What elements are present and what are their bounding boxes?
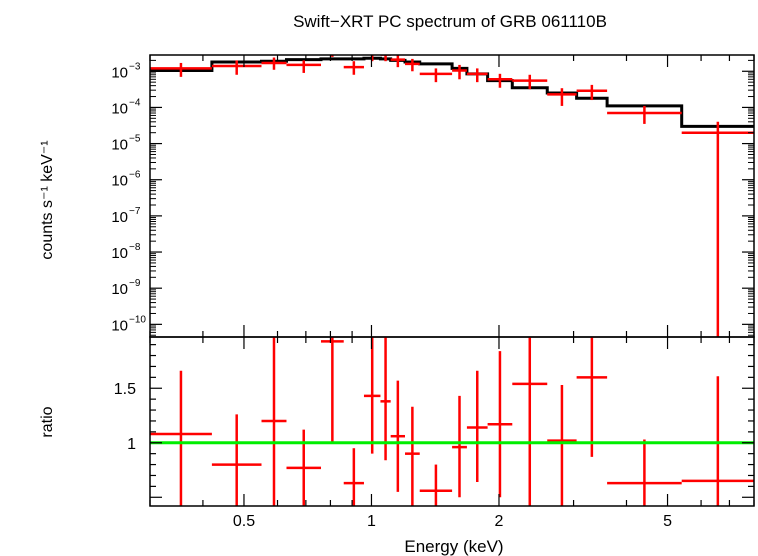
y-tick-exponent: −10 xyxy=(129,314,146,325)
ratio-y-ticks: 11.5 xyxy=(114,344,754,498)
x-axis-label: Energy (keV) xyxy=(404,537,503,556)
y-tick-label: 10 xyxy=(111,100,128,117)
ratio-data-point xyxy=(487,351,513,498)
ratio-plot-area xyxy=(150,337,754,506)
ratio-frame xyxy=(149,336,755,507)
y-tick-exponent: −7 xyxy=(129,206,141,217)
ratio-data-point xyxy=(286,429,321,506)
spectrum-data-point xyxy=(419,68,453,83)
spectrum-data-point xyxy=(487,73,513,88)
ratio-data-point xyxy=(390,380,406,492)
y-tick-label: 10 xyxy=(111,209,128,226)
ratio-data-point xyxy=(576,337,608,457)
ratio-data-point xyxy=(261,337,287,506)
y-tick-exponent: −9 xyxy=(129,278,141,289)
ratio-data-point xyxy=(452,395,467,498)
spectrum-x-ticks xyxy=(149,55,755,337)
y-tick-exponent: −5 xyxy=(129,134,141,145)
spectrum-data-point xyxy=(261,57,287,70)
ratio-data-point xyxy=(512,337,548,506)
ratio-data-point xyxy=(547,384,577,506)
y-tick-exponent: −6 xyxy=(129,170,141,181)
spectrum-data-point xyxy=(681,121,754,337)
spectrum-plot-area xyxy=(150,55,754,337)
chart-title: Swift−XRT PC spectrum of GRB 061110B xyxy=(293,12,607,31)
spectrum-panel: 10−310−410−510−610−710−810−910−10 xyxy=(111,54,755,338)
x-tick-label: 5 xyxy=(663,513,672,530)
x-tick-label: 1 xyxy=(367,513,376,530)
ratio-data-point xyxy=(211,414,262,506)
spectrum-data-point xyxy=(547,88,577,106)
spectrum-data-point xyxy=(607,105,682,124)
y-tick-exponent: −3 xyxy=(129,61,141,72)
spectrum-y-ticks: 10−310−410−510−610−710−810−910−10 xyxy=(111,59,754,336)
ratio-data-point xyxy=(320,337,344,443)
y-tick-label: 1 xyxy=(127,436,136,453)
ratio-panel: 11.50.5 1 2 5 xyxy=(114,336,755,530)
spectrum-data-point xyxy=(150,62,212,77)
x-tick-label: 0.5 xyxy=(233,513,255,530)
ratio-data-point xyxy=(405,406,420,506)
spectrum-data-point xyxy=(576,84,608,101)
ratio-data-point xyxy=(607,439,682,506)
spectrum-data-point xyxy=(512,74,548,90)
ratio-data-point xyxy=(466,370,488,483)
spectrum-frame xyxy=(149,54,755,338)
spectrum-data-point xyxy=(286,60,321,73)
spectrum-y-axis-label: counts s⁻¹ keV⁻¹ xyxy=(39,140,56,259)
y-tick-label: 10 xyxy=(111,245,128,262)
spectrum-data-point xyxy=(405,58,420,72)
y-tick-exponent: −8 xyxy=(129,242,141,253)
spectrum-data-point xyxy=(343,61,364,75)
ratio-data-point xyxy=(150,370,212,506)
spectrum-data-point xyxy=(466,68,488,83)
spectrum-data-point xyxy=(452,64,467,80)
ratio-data-point xyxy=(681,376,754,506)
ratio-data-point xyxy=(419,464,453,506)
y-tick-label: 10 xyxy=(111,281,128,298)
spectrum-data-point xyxy=(390,55,406,68)
y-tick-label: 1.5 xyxy=(114,381,136,398)
y-tick-label: 10 xyxy=(111,317,128,334)
y-tick-label: 10 xyxy=(111,137,128,154)
y-tick-label: 10 xyxy=(111,64,128,81)
x-tick-label: 2 xyxy=(495,513,504,530)
ratio-y-axis-label: ratio xyxy=(39,406,56,437)
spectrum-data-point xyxy=(211,60,262,75)
ratio-data-point xyxy=(343,448,364,506)
ratio-data-point xyxy=(363,337,381,454)
y-tick-exponent: −4 xyxy=(129,97,141,108)
ratio-x-ticks: 0.5 1 2 5 xyxy=(149,337,755,530)
ratio-data-point xyxy=(380,337,391,461)
spectrum-data-point xyxy=(370,55,374,62)
y-tick-label: 10 xyxy=(111,173,128,190)
model-step-line xyxy=(150,56,754,128)
